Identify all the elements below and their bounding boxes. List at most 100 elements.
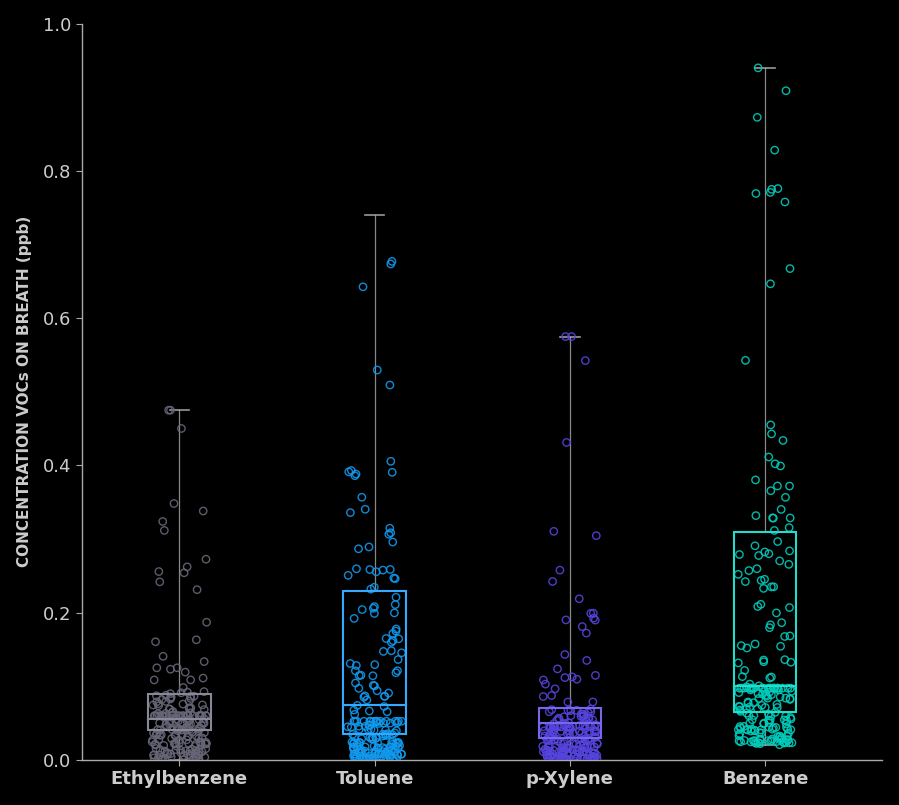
Point <box>586 612 601 625</box>
Point <box>743 700 757 713</box>
Point <box>181 730 195 743</box>
Point <box>167 737 182 750</box>
Point <box>584 738 599 751</box>
Point <box>583 719 597 732</box>
Point <box>558 753 573 766</box>
Point <box>770 682 784 695</box>
Point <box>167 497 182 510</box>
Point <box>194 719 209 732</box>
Point <box>170 662 184 675</box>
Point <box>589 724 603 737</box>
Point <box>353 745 368 758</box>
Point <box>183 706 198 719</box>
Point <box>369 745 383 758</box>
Point <box>782 601 797 614</box>
Point <box>585 696 600 708</box>
Point <box>743 716 757 729</box>
Point <box>165 723 180 736</box>
Point <box>376 564 390 576</box>
Point <box>536 674 550 687</box>
Point <box>783 693 797 706</box>
Point <box>151 700 165 712</box>
Point <box>368 679 382 692</box>
Point <box>590 749 604 762</box>
Point <box>191 709 206 722</box>
Bar <box>148 694 210 730</box>
Point <box>762 671 777 684</box>
Point <box>198 751 212 764</box>
Point <box>566 727 581 740</box>
Point <box>169 740 183 753</box>
Point <box>164 691 178 704</box>
Point <box>391 715 405 728</box>
Bar <box>734 531 797 712</box>
Point <box>551 712 565 724</box>
Point <box>569 704 583 716</box>
Point <box>185 726 200 739</box>
Point <box>576 745 591 758</box>
Point <box>583 734 598 747</box>
Point <box>752 737 766 749</box>
Point <box>737 734 752 747</box>
Point <box>557 671 572 684</box>
Point <box>565 720 580 733</box>
Point <box>348 469 362 482</box>
Point <box>367 607 381 620</box>
Point <box>349 659 363 672</box>
Point <box>386 627 400 640</box>
Point <box>186 709 200 722</box>
Point <box>546 724 560 737</box>
Point <box>752 692 766 705</box>
Point <box>770 606 784 619</box>
Point <box>149 742 164 755</box>
Point <box>562 716 576 729</box>
Point <box>358 689 372 702</box>
Point <box>764 580 779 593</box>
Point <box>350 751 364 764</box>
Point <box>550 663 565 675</box>
Point <box>181 748 195 761</box>
Point <box>389 737 404 749</box>
Point <box>756 717 770 730</box>
Point <box>745 713 760 726</box>
Point <box>550 750 565 763</box>
Point <box>378 724 393 737</box>
Point <box>546 575 560 588</box>
Point <box>366 753 380 766</box>
Point <box>387 745 401 758</box>
Point <box>772 738 787 751</box>
Point <box>780 682 795 695</box>
Point <box>346 749 360 762</box>
Point <box>586 750 601 763</box>
Point <box>152 565 166 578</box>
Point <box>785 737 799 749</box>
Point <box>170 724 184 737</box>
Point <box>150 727 165 740</box>
Point <box>191 748 205 761</box>
Point <box>784 656 798 669</box>
Point <box>352 746 367 759</box>
Point <box>542 752 556 765</box>
Point <box>176 709 191 722</box>
Point <box>751 702 765 715</box>
Point <box>763 682 778 695</box>
Point <box>764 183 779 196</box>
Point <box>763 186 778 199</box>
Point <box>369 732 383 745</box>
Point <box>165 733 179 745</box>
Point <box>747 724 761 737</box>
Point <box>171 714 185 727</box>
Point <box>175 717 190 730</box>
Point <box>156 753 170 766</box>
Point <box>385 255 399 268</box>
Point <box>159 689 174 702</box>
Point <box>578 722 592 735</box>
Point <box>588 718 602 731</box>
Point <box>164 691 178 704</box>
Point <box>160 746 174 759</box>
Point <box>570 744 584 757</box>
Point <box>561 704 575 716</box>
Point <box>563 731 577 744</box>
Point <box>368 658 382 671</box>
Point <box>547 683 562 696</box>
